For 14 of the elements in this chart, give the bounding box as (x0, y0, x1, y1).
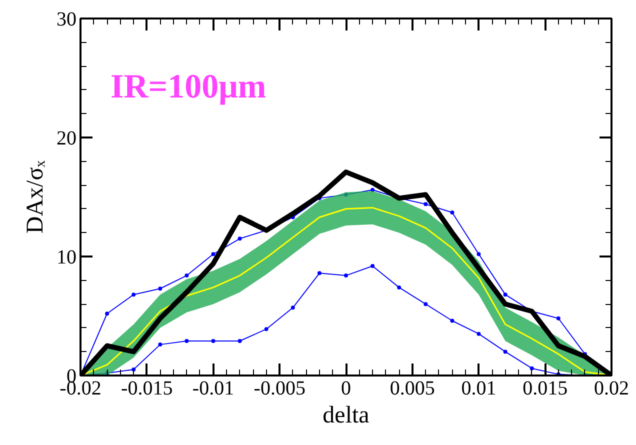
x-axis-title: delta (322, 402, 370, 428)
x-tick-label: 0.02 (594, 378, 629, 400)
x-tick-label: 0 (341, 378, 351, 400)
x-tick-label: 0.005 (390, 378, 435, 400)
y-axis-title: DAx/σₓ (22, 160, 48, 234)
y-tick-label: 20 (56, 128, 76, 150)
x-tick-label: -0.015 (121, 378, 173, 400)
x-tick-label: 0.01 (461, 378, 496, 400)
y-tick-label: 10 (56, 246, 76, 268)
x-tick-label: -0.005 (254, 378, 306, 400)
y-tick-label: 30 (56, 8, 76, 30)
x-tick-label: 0.015 (522, 378, 568, 400)
annotation: IR=100μm (110, 68, 266, 106)
x-tick-label: -0.01 (192, 378, 234, 400)
